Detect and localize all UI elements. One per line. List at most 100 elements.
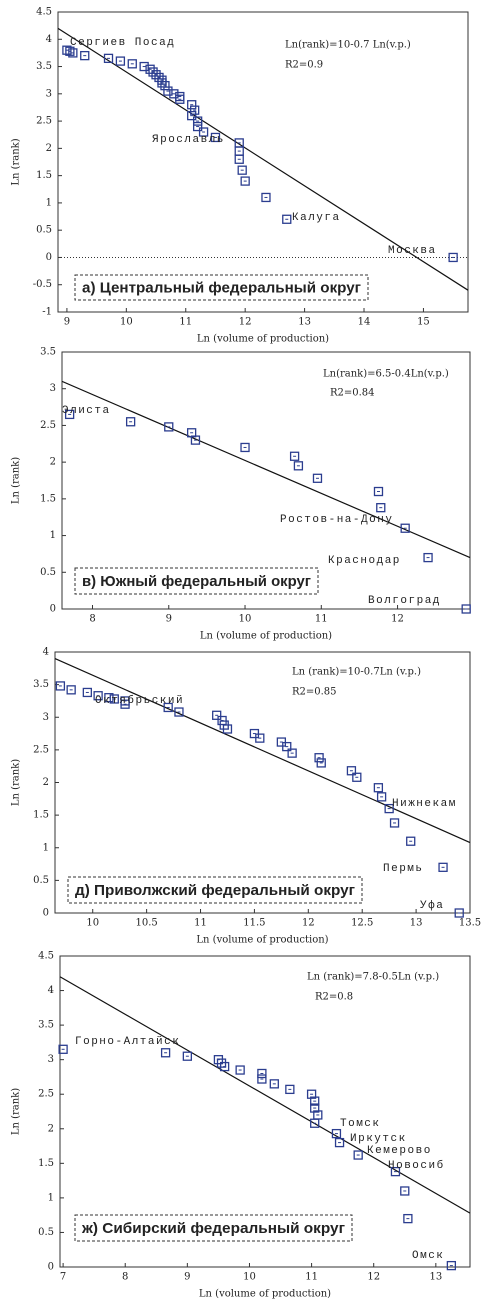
trend-line	[57, 27, 469, 291]
city-label: Ярославль	[152, 134, 225, 146]
r-squared: R2=0.9	[285, 60, 323, 71]
y-tick-label: 0	[46, 252, 52, 263]
city-label: Уфа	[420, 899, 444, 912]
x-tick-label: 12.5	[351, 918, 373, 929]
city-label: Пермь	[383, 863, 424, 875]
point	[151, 70, 161, 80]
x-tick-label: 10	[243, 1272, 256, 1283]
point	[190, 435, 201, 445]
x-tick-label: 9	[166, 614, 172, 625]
city-label: Нижнекам	[392, 798, 457, 810]
y-tick-label: 1.5	[40, 493, 56, 504]
point	[400, 1186, 410, 1196]
point	[174, 707, 184, 717]
y-tick-label: 3.5	[38, 1020, 54, 1031]
point	[406, 836, 416, 846]
point	[282, 214, 292, 224]
point	[384, 803, 394, 814]
city-label: Горно-Алтайск	[75, 1036, 180, 1048]
city-label: Ростов-на-Дону	[280, 514, 393, 526]
x-tick-label: 13.5	[459, 918, 481, 929]
point	[175, 94, 185, 104]
equation: Ln (rank)=7.8-0.5Ln (v.p.)	[307, 972, 439, 983]
point	[163, 702, 173, 713]
y-tick-label: -1	[42, 307, 52, 318]
y-axis-label: Ln (rank)	[11, 759, 22, 806]
panel-label: а) Центральный федеральный округ	[82, 279, 361, 296]
y-tick-label: 1	[48, 1192, 54, 1203]
point	[390, 1166, 401, 1177]
x-tick-label: 12	[239, 317, 252, 328]
y-tick-label: 0	[43, 908, 49, 919]
x-axis-label: Ln (volume of production)	[200, 631, 332, 642]
equation: Ln(rank)=10-0.7 Ln(v.p.)	[285, 40, 411, 51]
point	[403, 1213, 413, 1224]
point	[62, 45, 72, 55]
point	[169, 89, 179, 99]
point	[293, 461, 304, 471]
point	[210, 132, 221, 143]
y-tick-label: 2.5	[36, 116, 52, 127]
point	[234, 154, 244, 164]
point	[145, 64, 155, 74]
point	[255, 733, 265, 743]
point	[235, 1065, 245, 1075]
city-label: Сергиев Посад	[70, 37, 175, 49]
x-tick-label: 13	[298, 317, 311, 328]
point	[282, 741, 292, 752]
y-tick-label: 0	[50, 604, 56, 615]
y-tick-label: 4	[43, 647, 49, 658]
trend-line	[61, 380, 471, 559]
x-tick-label: 12	[367, 1272, 380, 1283]
point	[58, 1044, 68, 1054]
point	[65, 46, 75, 56]
r-squared: R2=0.84	[330, 388, 375, 399]
point	[120, 699, 130, 709]
point	[346, 766, 357, 776]
point	[187, 100, 197, 110]
y-tick-label: 3.5	[40, 347, 56, 358]
plot-frame	[61, 351, 471, 610]
panel-box	[74, 567, 319, 595]
panel-box	[74, 274, 369, 301]
x-tick-label: 15	[417, 317, 430, 328]
y-tick-label: 0.5	[38, 1227, 54, 1238]
y-tick-label: 3	[43, 712, 49, 723]
y-tick-label: 3	[48, 1054, 54, 1065]
y-axis-label: Ln (rank)	[11, 138, 22, 185]
x-tick-label: 13	[410, 918, 423, 929]
point	[352, 772, 362, 782]
point	[192, 121, 203, 132]
y-tick-label: 4	[48, 985, 54, 996]
x-tick-label: 12	[302, 918, 315, 929]
point	[109, 694, 119, 704]
point	[446, 1260, 457, 1271]
point	[240, 176, 250, 186]
point	[66, 685, 76, 695]
point	[310, 1118, 320, 1128]
point	[285, 1084, 295, 1095]
y-tick-label: 4.5	[36, 7, 52, 18]
point	[182, 1051, 192, 1061]
point	[316, 758, 326, 768]
panel-box	[74, 1214, 353, 1242]
point	[154, 72, 164, 83]
point	[310, 1103, 320, 1113]
y-tick-label: 3	[50, 383, 56, 394]
point	[376, 792, 387, 802]
x-tick-label: 10.5	[135, 918, 157, 929]
x-tick-label: 11.5	[243, 918, 265, 929]
point	[125, 417, 136, 427]
y-tick-label: 2	[50, 457, 56, 468]
point	[103, 53, 114, 64]
y-tick-label: 2.5	[33, 744, 49, 755]
x-tick-label: 8	[89, 614, 95, 625]
point	[334, 1137, 345, 1148]
y-tick-label: 2.5	[40, 420, 56, 431]
y-tick-label: 3	[46, 88, 52, 99]
point	[139, 61, 149, 72]
point	[373, 486, 384, 497]
y-tick-label: 0.5	[33, 875, 49, 886]
city-label: Иркутск	[350, 1133, 407, 1145]
